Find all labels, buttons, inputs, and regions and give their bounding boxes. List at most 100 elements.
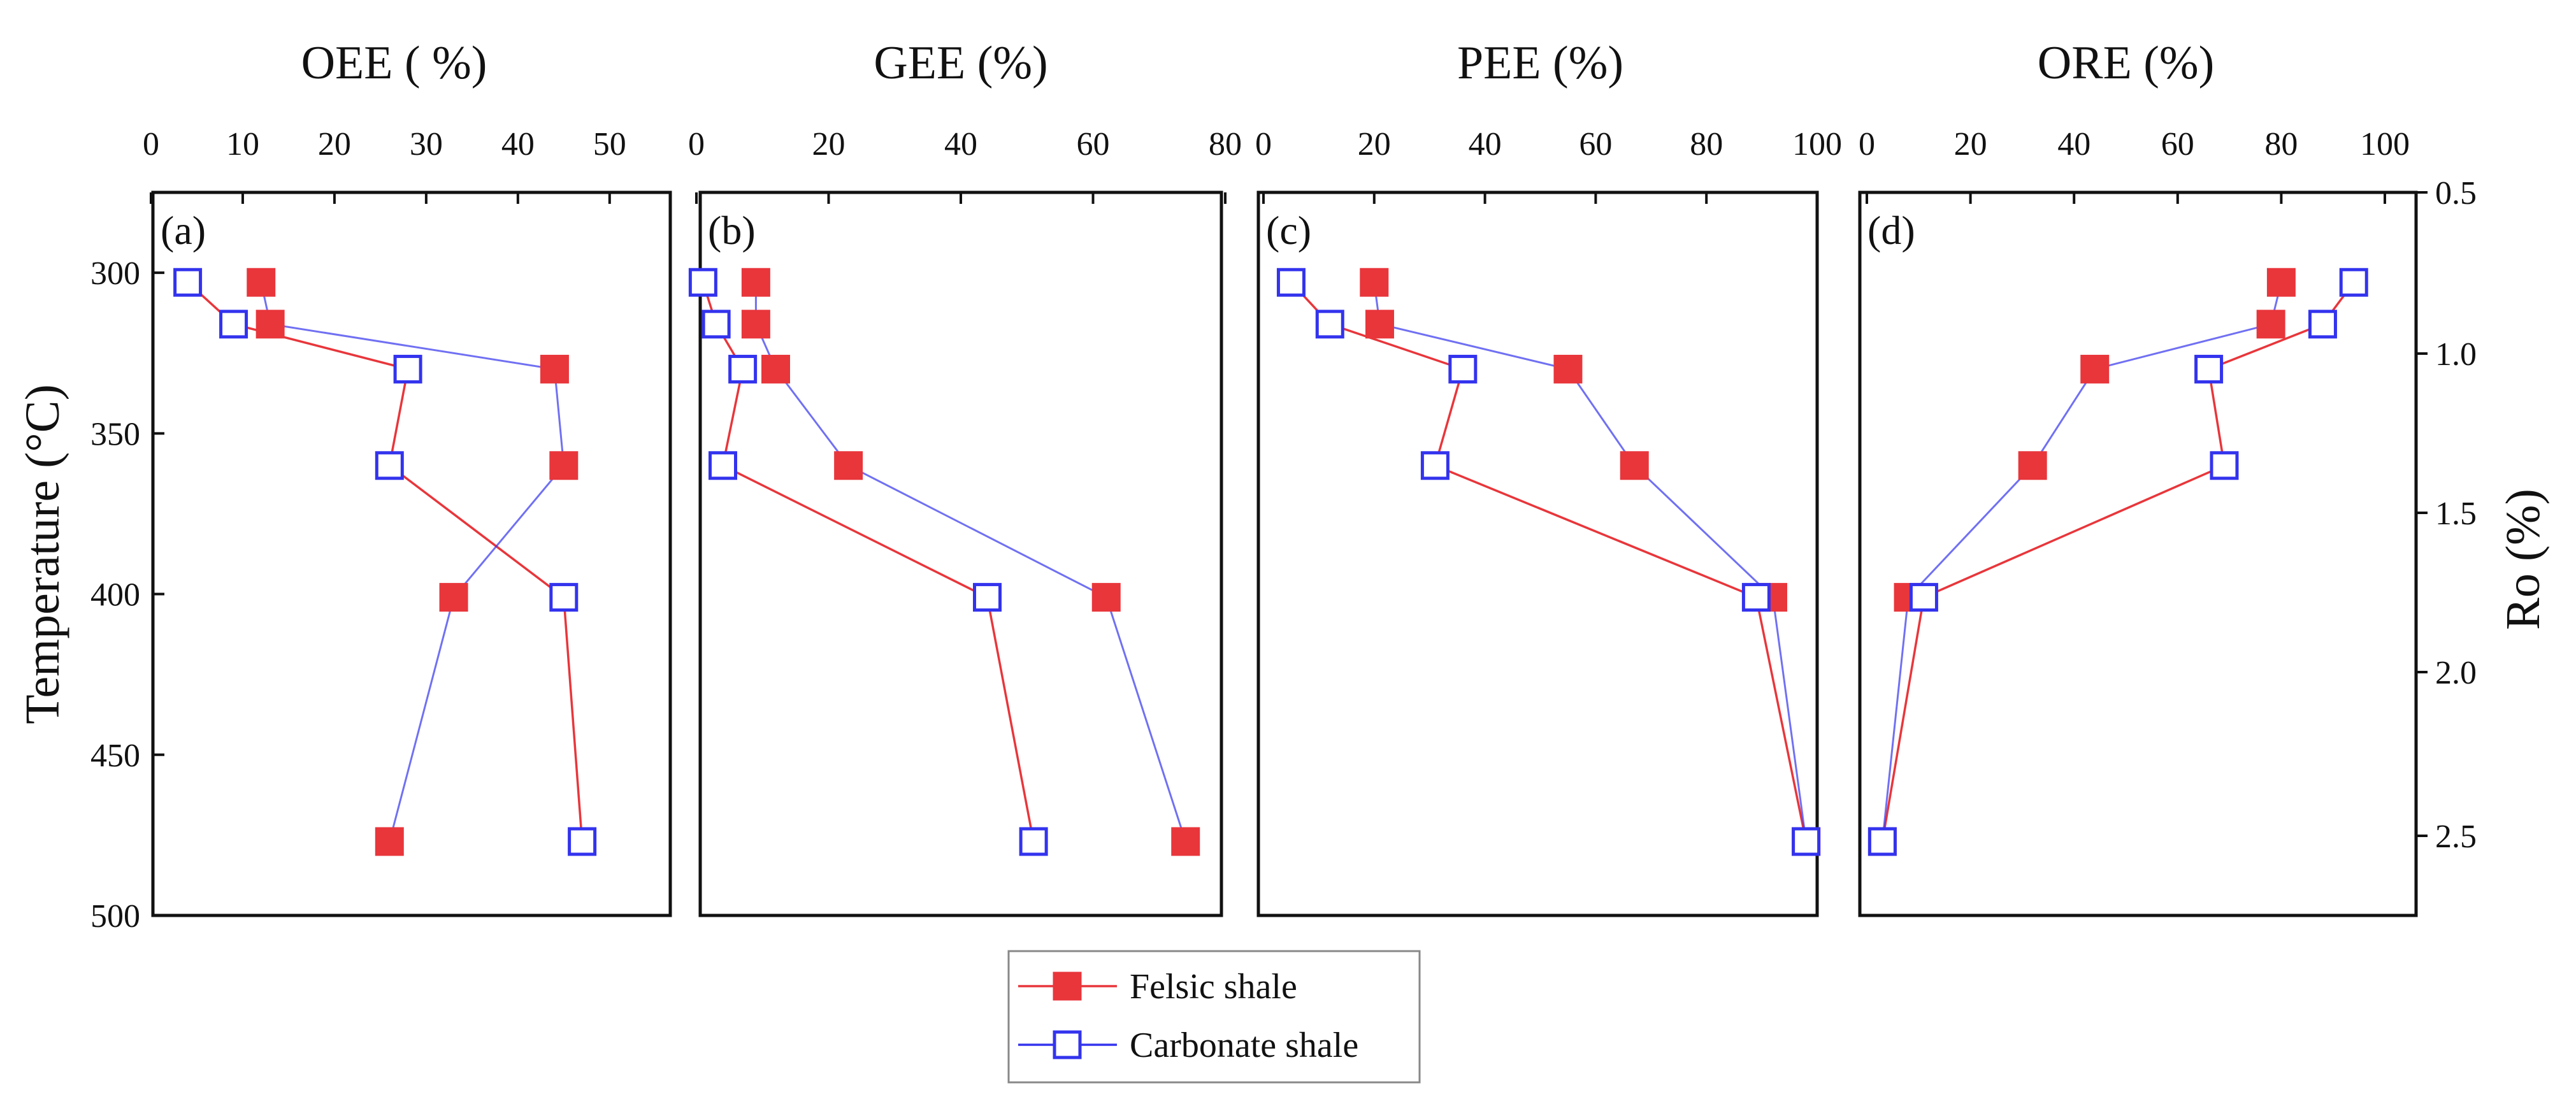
carbonate-data-point: [1420, 451, 1450, 480]
ro-tick-label: 2.5: [2435, 819, 2477, 855]
carbonate-data-point: [568, 827, 597, 856]
felsic-data-point: [439, 583, 468, 612]
felsic-data-point: [2018, 451, 2047, 480]
carbonate-data-point: [2194, 354, 2224, 384]
legend-marker: [1053, 1030, 1082, 1059]
panel-label: (d): [1867, 208, 1915, 253]
ro-tick-label: 1.5: [2435, 496, 2477, 532]
legend-marker: [1053, 972, 1082, 1001]
felsic-data-point: [549, 451, 579, 480]
felsic-data-point: [1091, 583, 1121, 612]
carbonate-data-point: [728, 354, 758, 384]
y-axis-label: Temperature (°C): [16, 384, 69, 724]
panel-b: GEE (%) (b) 0 20 40 60 80: [688, 37, 1242, 917]
x-tick-label: 80: [1690, 126, 1723, 162]
x-tick-label: 10: [226, 126, 259, 162]
y-tick-label: 500: [90, 898, 140, 935]
felsic-data-point: [375, 827, 404, 856]
plot-frame: [698, 190, 1223, 917]
panel-c: PEE (%) (c) 0 20 40 60 80 100: [1255, 37, 1842, 917]
carbonate-data-point: [1867, 827, 1897, 856]
carbonate-data-point: [1276, 268, 1306, 297]
x-tick-label: 40: [2057, 126, 2090, 162]
plot-frame: [1858, 190, 2418, 917]
carbonate-data-point: [1019, 827, 1048, 856]
legend-layer: Felsic shale Carbonate shale: [1007, 950, 1421, 1084]
felsic-series-line: [187, 281, 584, 842]
carbonate-data-point: [709, 451, 737, 480]
x-tick-label: 40: [1469, 126, 1502, 162]
felsic-data-point: [540, 354, 569, 384]
carbonate-data-point: [688, 268, 717, 297]
felsic-data-point: [2256, 310, 2285, 339]
felsic-data-point: [1365, 310, 1394, 339]
panel-title: GEE (%): [874, 37, 1047, 89]
x-tick-label: 80: [1209, 126, 1242, 162]
felsic-data-point: [255, 310, 285, 339]
panels-layer: OEE ( %) (a) 0 10 20 30 40 50 GEE (%) (b) 0 20 40 60 8…: [143, 37, 2418, 917]
felsic-data-point: [2080, 354, 2110, 384]
x-tick-label: 30: [410, 126, 443, 162]
x-tick-label: 60: [2161, 126, 2194, 162]
carbonate-data-point: [2210, 451, 2239, 480]
panel-a: OEE ( %) (a) 0 10 20 30 40 50: [143, 37, 672, 917]
carbonate-series-line: [754, 282, 1187, 842]
panel-label: (c): [1266, 208, 1311, 253]
x-tick-label: 20: [812, 126, 845, 162]
ro-tick-label: 1.0: [2435, 336, 2477, 373]
carbonate-series-line: [1373, 282, 1808, 842]
carbonate-data-point: [1792, 827, 1821, 856]
felsic-data-point: [1360, 268, 1389, 297]
panel-title: PEE (%): [1457, 37, 1623, 89]
ro-tick-label: 0.5: [2435, 175, 2477, 212]
x-tick-label: 60: [1579, 126, 1612, 162]
felsic-data-point: [247, 268, 276, 297]
plot-frame: [1256, 190, 1819, 917]
carbonate-data-point: [393, 354, 422, 384]
carbonate-data-point: [2308, 310, 2337, 339]
x-tick-label: 80: [2264, 126, 2298, 162]
felsic-data-point: [1553, 354, 1583, 384]
x-tick-label: 40: [944, 126, 977, 162]
x-tick-label: 20: [318, 126, 351, 162]
x-tick-label: 0: [1859, 126, 1875, 162]
felsic-data-point: [761, 354, 790, 384]
felsic-data-point: [2266, 268, 2296, 297]
carbonate-data-point: [1741, 583, 1771, 612]
panel-label: (b): [708, 208, 756, 253]
y-tick-label: 350: [90, 416, 140, 452]
x-tick-label: 0: [688, 126, 705, 162]
carbonate-data-point: [973, 583, 1002, 612]
carbonate-data-point: [702, 310, 731, 339]
x-tick-label: 0: [143, 126, 159, 162]
carbonate-data-point: [2339, 268, 2368, 297]
panel-d: ORE (%) (d) 0 20 40 60 80 100: [1858, 37, 2418, 917]
y-tick-label: 400: [90, 577, 140, 613]
carbonate-data-point: [1448, 354, 1478, 384]
felsic-data-point: [1171, 827, 1200, 856]
carbonate-data-point: [1909, 583, 1938, 612]
felsic-series-line: [1881, 282, 2355, 842]
y-tick-label: 300: [90, 255, 140, 292]
panel-label: (a): [161, 208, 206, 253]
carbonate-data-point: [549, 583, 579, 612]
x-tick-label: 60: [1077, 126, 1110, 162]
x-tick-label: 40: [501, 126, 535, 162]
carbonate-data-point: [173, 268, 203, 297]
x-tick-label: 20: [1954, 126, 1987, 162]
panel-title: ORE (%): [2038, 37, 2214, 89]
plot-frame: [151, 190, 672, 917]
x-tick-label: 100: [1792, 126, 1842, 162]
x-tick-label: 0: [1255, 126, 1272, 162]
panel-title: OEE ( %): [301, 37, 487, 89]
carbonate-data-point: [219, 310, 248, 339]
legend-label: Felsic shale: [1130, 967, 1297, 1007]
carbonate-data-point: [1315, 310, 1344, 339]
felsic-data-point: [834, 451, 863, 480]
felsic-series-line: [1290, 282, 1808, 842]
felsic-data-point: [1620, 451, 1649, 480]
felsic-data-point: [741, 268, 770, 297]
carbonate-data-point: [375, 451, 404, 480]
ro-tick-label: 2.0: [2435, 655, 2477, 691]
